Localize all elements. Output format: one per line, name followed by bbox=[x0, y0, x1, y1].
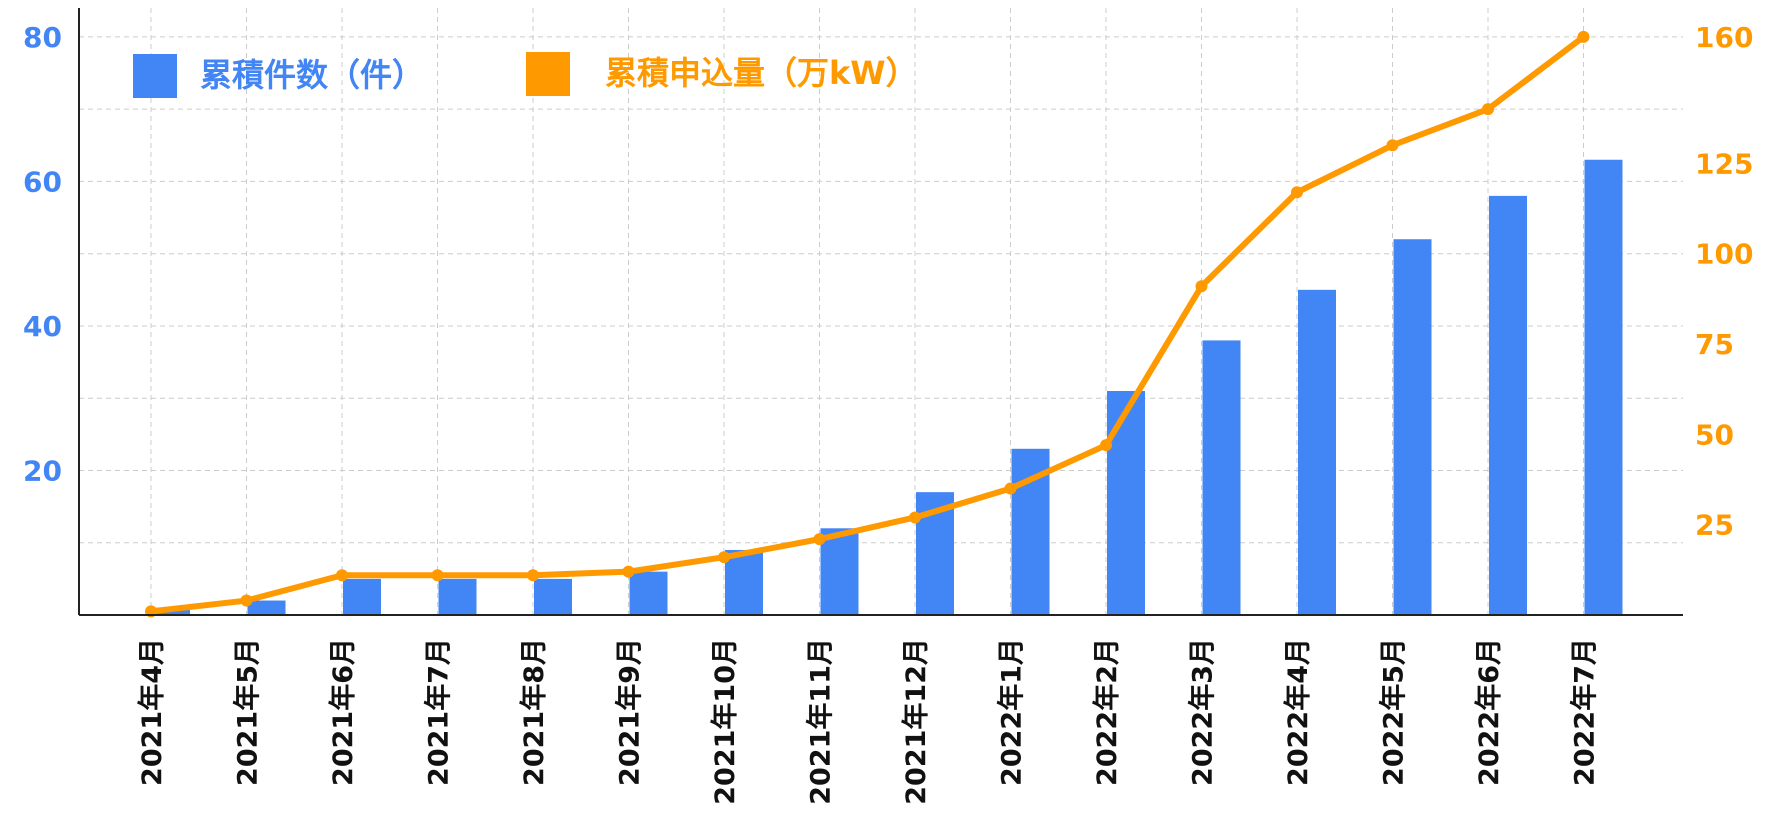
bar-count-2022年7月 bbox=[1584, 159, 1623, 615]
point-volume-2022年3月 bbox=[1195, 280, 1208, 293]
right-tick-label: 100 bbox=[1695, 238, 1753, 271]
x-tick-label: 2022年6月 bbox=[1473, 638, 1505, 786]
point-volume-2022年2月 bbox=[1100, 439, 1112, 452]
x-tick-label: 2021年7月 bbox=[423, 638, 455, 786]
legend-label-count: 累積件数（件） bbox=[200, 56, 424, 94]
bar-count-2021年7月 bbox=[438, 578, 477, 615]
point-volume-2022年1月 bbox=[1004, 482, 1017, 495]
legend-swatch-count bbox=[133, 54, 177, 98]
bar-count-2022年6月 bbox=[1489, 195, 1527, 615]
x-tick-label: 2021年8月 bbox=[518, 638, 550, 786]
x-tick-label: 2021年12月 bbox=[900, 638, 932, 805]
point-volume-2022年7月 bbox=[1577, 30, 1590, 43]
x-tick-label: 2022年5月 bbox=[1378, 638, 1410, 786]
x-tick-label: 2022年4月 bbox=[1282, 638, 1314, 786]
x-tick-label: 2021年5月 bbox=[232, 638, 264, 786]
bar-count-2022年3月 bbox=[1202, 340, 1241, 615]
bar-count-2021年9月 bbox=[629, 571, 668, 615]
right-tick-label: 125 bbox=[1695, 147, 1753, 180]
bar-count-2022年4月 bbox=[1298, 289, 1336, 615]
x-tick-label: 2022年7月 bbox=[1569, 638, 1601, 786]
point-volume-2022年6月 bbox=[1482, 103, 1494, 116]
right-tick-label: 160 bbox=[1695, 21, 1753, 54]
left-tick-label: 20 bbox=[23, 454, 62, 487]
left-tick-label: 40 bbox=[23, 310, 62, 343]
left-tick-label: 60 bbox=[23, 165, 62, 198]
point-volume-2021年8月 bbox=[527, 569, 539, 582]
right-axis-ticks: 25 50 75 100 125 160 bbox=[1695, 21, 1753, 542]
x-axis-ticks: 2021年4月 2021年5月 2021年6月 2021年7月 2021年8月 2021年… bbox=[136, 638, 1601, 805]
line-volume bbox=[148, 33, 1587, 615]
x-tick-label: 2021年11月 bbox=[805, 638, 837, 805]
x-tick-label: 2021年6月 bbox=[327, 638, 359, 786]
x-tick-label: 2022年1月 bbox=[996, 638, 1028, 786]
bar-count-2022年5月 bbox=[1393, 239, 1432, 615]
point-volume-2022年5月 bbox=[1386, 139, 1399, 152]
x-tick-label: 2022年3月 bbox=[1187, 638, 1219, 786]
bar-series bbox=[152, 159, 1623, 615]
x-tick-label: 2021年10月 bbox=[709, 638, 741, 805]
point-volume-2021年5月 bbox=[240, 594, 253, 607]
bar-count-2021年8月 bbox=[534, 578, 572, 615]
legend-label-volume: 累積申込量（万kW） bbox=[605, 54, 918, 92]
point-volume-2021年6月 bbox=[336, 569, 348, 582]
bar-count-2021年10月 bbox=[725, 549, 763, 615]
point-volume-2021年11月 bbox=[813, 533, 826, 546]
left-tick-label: 80 bbox=[23, 21, 62, 54]
point-volume-2021年12月 bbox=[909, 511, 921, 524]
right-tick-label: 75 bbox=[1695, 328, 1734, 361]
bar-count-2021年11月 bbox=[820, 528, 859, 615]
point-volume-2021年7月 bbox=[431, 569, 444, 582]
x-tick-label: 2021年4月 bbox=[136, 638, 168, 786]
line-series bbox=[145, 30, 1590, 618]
bar-count-2021年6月 bbox=[343, 578, 381, 615]
bar-count-2021年5月 bbox=[247, 600, 286, 615]
point-volume-2022年4月 bbox=[1291, 186, 1303, 199]
legend-swatch-volume bbox=[526, 52, 570, 96]
axes bbox=[78, 8, 1683, 616]
right-tick-label: 50 bbox=[1695, 418, 1734, 451]
point-volume-2021年9月 bbox=[622, 565, 635, 578]
legend: 累積件数（件） 累積申込量（万kW） bbox=[133, 52, 918, 98]
point-volume-2021年10月 bbox=[718, 551, 730, 564]
right-tick-label: 25 bbox=[1695, 509, 1734, 542]
x-tick-label: 2021年9月 bbox=[614, 638, 646, 786]
bar-count-2022年2月 bbox=[1107, 390, 1145, 615]
x-tick-label: 2022年2月 bbox=[1091, 638, 1123, 786]
left-axis-ticks: 20 40 60 80 bbox=[23, 21, 62, 488]
